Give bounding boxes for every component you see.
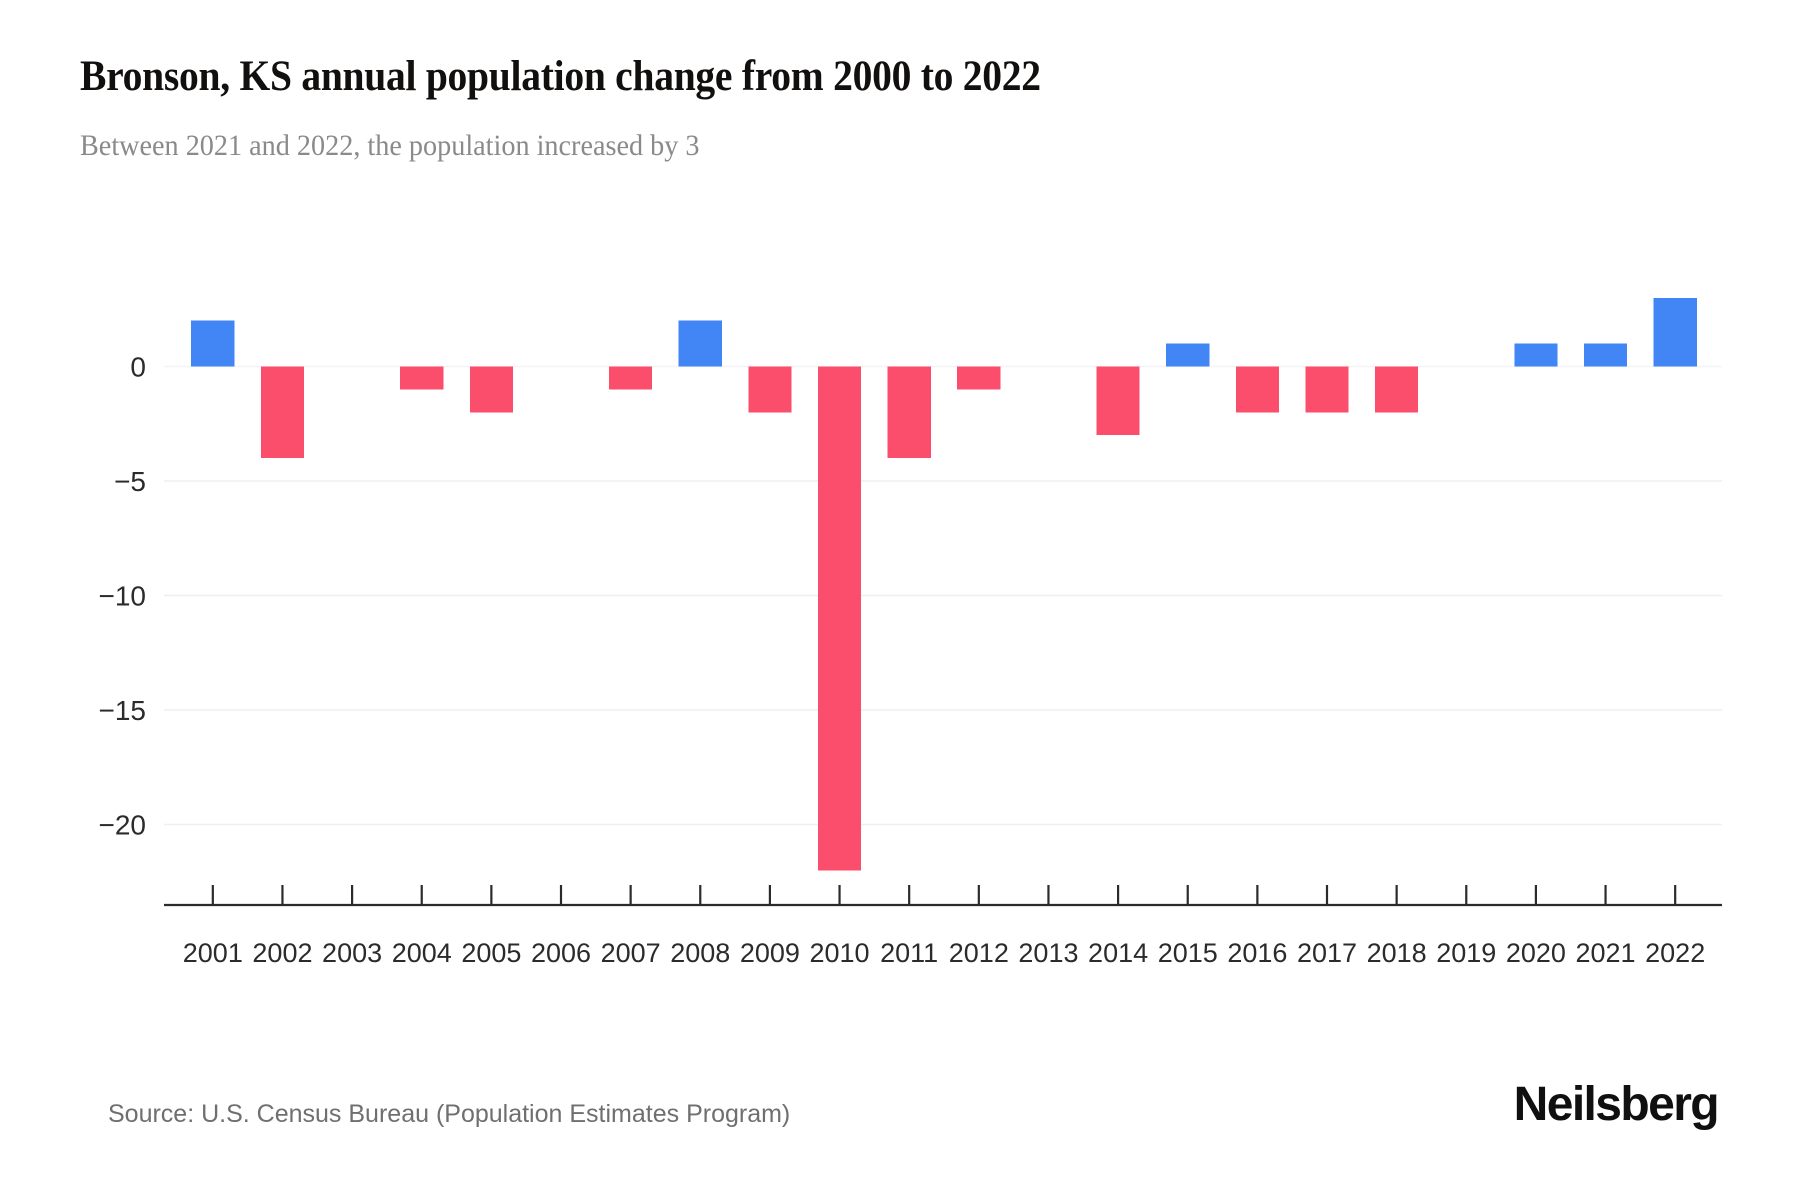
- x-tick-label-2005: 2005: [461, 938, 521, 968]
- gridlines-group: [164, 365, 1722, 826]
- y-tick-label: −15: [99, 695, 147, 726]
- x-tick-label-2019: 2019: [1436, 938, 1496, 968]
- x-tick-label-2009: 2009: [740, 938, 800, 968]
- chart-subtitle: Between 2021 and 2022, the population in…: [80, 129, 700, 162]
- bar-2015[interactable]: 2015: 1: [1166, 343, 1210, 367]
- x-tick-label-2021: 2021: [1576, 938, 1636, 968]
- x-tick-label-2006: 2006: [531, 938, 591, 968]
- y-tick-label: −20: [99, 810, 147, 841]
- x-tick-label-2011: 2011: [880, 938, 938, 968]
- x-tick-label-2013: 2013: [1018, 938, 1078, 968]
- x-tick-label-2010: 2010: [810, 938, 870, 968]
- x-axis-group: 2001 2002 2003 2004 2005 2006 2007 2008 2009 2010…: [164, 885, 1722, 968]
- x-tick-label-2004: 2004: [392, 938, 452, 968]
- bar-2009[interactable]: 2009: -2: [748, 366, 792, 413]
- x-tick-label-2007: 2007: [601, 938, 661, 968]
- bar-2007[interactable]: 2007: -1: [609, 366, 653, 390]
- x-tick-label-2014: 2014: [1088, 938, 1148, 968]
- x-tick-label-2003: 2003: [322, 938, 382, 968]
- bar-2021[interactable]: 2021: 1: [1583, 343, 1628, 367]
- bar-2008[interactable]: 2008: 2: [678, 320, 722, 367]
- bar-2012[interactable]: 2012: -1: [957, 366, 1001, 390]
- bar-2018[interactable]: 2018: -2: [1375, 366, 1419, 413]
- y-tick-label: −10: [99, 581, 147, 612]
- bar-2001[interactable]: 2001: 2: [191, 320, 235, 367]
- bar-2016[interactable]: 2016: -2: [1235, 366, 1279, 413]
- bar-2002[interactable]: 2002: -4: [260, 366, 305, 459]
- bar-2020[interactable]: 2020: 1: [1514, 343, 1558, 367]
- x-tick-label-2015: 2015: [1158, 938, 1218, 968]
- y-tick-label: 0: [130, 352, 146, 383]
- x-tick-label-2012: 2012: [949, 938, 1009, 968]
- bar-2004[interactable]: 2004: -1: [400, 366, 444, 390]
- y-tick-label: −5: [114, 466, 146, 497]
- chart-header: Bronson, KS annual population change fro…: [80, 52, 1680, 164]
- bar-2010[interactable]: 2010: -22: [817, 366, 862, 871]
- x-tick-label-2002: 2002: [252, 938, 312, 968]
- bar-2005[interactable]: 2005: -2: [469, 366, 513, 413]
- x-tick-label-2018: 2018: [1367, 938, 1427, 968]
- bar-2022[interactable]: 2022: 3: [1653, 297, 1697, 367]
- source-note: Source: U.S. Census Bureau (Population E…: [108, 1100, 791, 1128]
- x-tick-label-2008: 2008: [670, 938, 730, 968]
- x-tick-label-2001: 2001: [183, 938, 243, 968]
- bar-2011[interactable]: 2011: -4: [887, 366, 931, 459]
- x-tick-label-2017: 2017: [1297, 938, 1357, 968]
- x-tick-label-2022: 2022: [1645, 938, 1705, 968]
- bar-2017[interactable]: 2017: -2: [1305, 366, 1349, 413]
- bar-2014[interactable]: 2014: -3: [1096, 366, 1140, 436]
- x-tick-label-2020: 2020: [1506, 938, 1566, 968]
- y-axis-group: 0 −5 −10 −15 −20: [99, 352, 147, 841]
- x-tick-label-2016: 2016: [1227, 938, 1287, 968]
- page-title: Bronson, KS annual population change fro…: [80, 53, 1041, 100]
- bars-group: 2001: 2 2002: -4 2004: -1 2005: -2 2007: -1 2…: [191, 297, 1697, 871]
- brand-logo: Neilsberg: [1513, 1078, 1720, 1131]
